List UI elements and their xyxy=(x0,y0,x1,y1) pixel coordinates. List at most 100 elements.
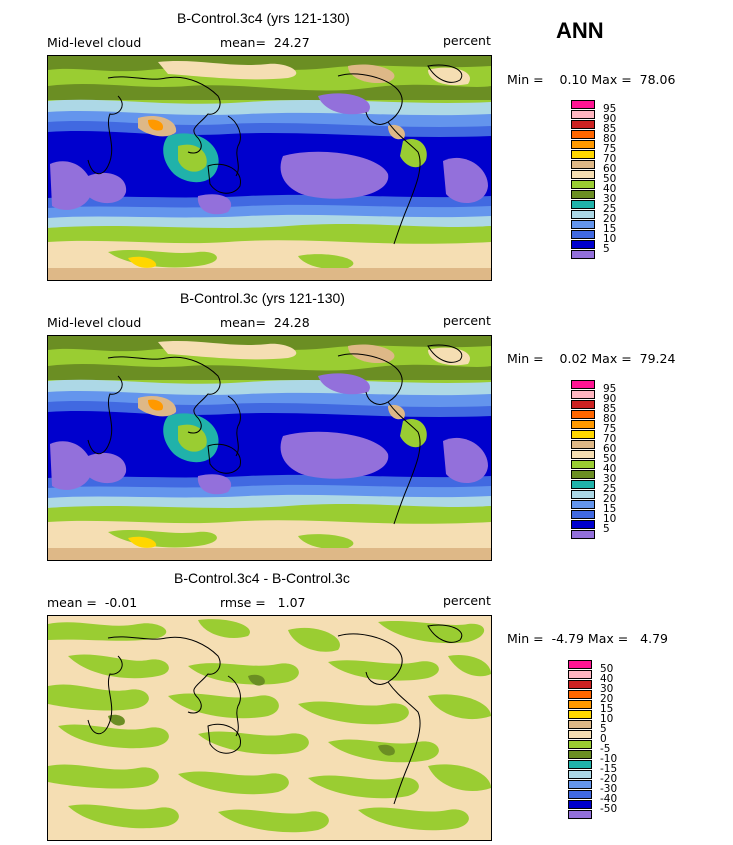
panel3-legend-label: -5 xyxy=(600,743,611,755)
panel1-legend-label: 90 xyxy=(603,113,617,125)
panel1-field: Mid-level cloud xyxy=(47,35,142,50)
panel3-legend-label: -50 xyxy=(600,803,618,815)
panel2-legend-label: 70 xyxy=(603,433,617,445)
panel1-legend-swatch-10 xyxy=(571,190,595,199)
panel3-legend-swatch-1 xyxy=(568,660,592,669)
panel3-title: B-Control.3c4 - B-Control.3c xyxy=(174,570,350,586)
panel1-legend-swatch-15 xyxy=(571,240,595,249)
panel2-legend: 95 90 85 80 75 70 60 50 40 30 25 20 15 1… xyxy=(571,380,641,555)
panel3-legend-label: -10 xyxy=(600,753,618,765)
panel2-legend-label: 90 xyxy=(603,393,617,405)
panel2-legend-swatch-11 xyxy=(571,480,595,489)
panel2-legend-label: 95 xyxy=(603,383,617,395)
panel2-legend-swatch-7 xyxy=(571,440,595,449)
panel3-map xyxy=(47,615,492,841)
panel2-legend-swatch-8 xyxy=(571,450,595,459)
panel2-min-label: Min = xyxy=(507,351,544,366)
panel1-legend-label: 30 xyxy=(603,193,617,205)
panel1-max-label: Max = xyxy=(591,72,632,87)
panel3-max-value: 4.79 xyxy=(640,631,668,646)
panel2-max-label: Max = xyxy=(591,351,632,366)
panel1-mean-label: mean= xyxy=(220,35,266,50)
panel1-legend-swatch-1 xyxy=(571,100,595,109)
panel2-legend-label: 60 xyxy=(603,443,617,455)
panel2-legend-label: 10 xyxy=(603,513,617,525)
panel1-legend-swatch-13 xyxy=(571,220,595,229)
panel3-legend-swatch-3 xyxy=(568,680,592,689)
panel3-legend-swatch-14 xyxy=(568,790,592,799)
panel2-legend-label: 50 xyxy=(603,453,617,465)
panel3-min-label: Min = xyxy=(507,631,544,646)
panel2-legend-label: 40 xyxy=(603,463,617,475)
panel2-mean: mean= 24.28 xyxy=(220,315,310,330)
panel2-mean-value: 24.28 xyxy=(273,315,310,330)
panel3-max-label: Max = xyxy=(587,631,629,646)
season-label: ANN xyxy=(556,18,604,43)
panel1-legend-label: 15 xyxy=(603,223,617,235)
panel1-legend-swatch-9 xyxy=(571,180,595,189)
panel3-rmse: rmse = 1.07 xyxy=(220,595,306,610)
panel3-legend-label: 20 xyxy=(600,693,614,705)
panel2-map-field xyxy=(48,336,491,560)
panel3-legend-label: -30 xyxy=(600,783,618,795)
panel1-minmax: Min = 0.10 Max = 78.06 xyxy=(507,72,675,87)
panel1-legend-swatch-16 xyxy=(571,250,595,259)
panel2-field: Mid-level cloud xyxy=(47,315,142,330)
panel3-legend: 50 40 30 20 15 10 5 0 -5 -10 -15 -20 -30… xyxy=(568,660,648,835)
panel2-legend-swatch-1 xyxy=(571,380,595,389)
panel1-legend-label: 70 xyxy=(603,153,617,165)
panel3-rmse-label: rmse = xyxy=(220,595,266,610)
panel2-legend-swatch-9 xyxy=(571,460,595,469)
panel3-units: percent xyxy=(443,593,491,608)
panel1-legend-label: 75 xyxy=(603,143,617,155)
panel1-legend-label: 10 xyxy=(603,233,617,245)
panel3-mean-label: mean = xyxy=(47,595,97,610)
panel1-legend-swatch-12 xyxy=(571,210,595,219)
panel1-min-label: Min = xyxy=(507,72,544,87)
panel1-legend-swatch-8 xyxy=(571,170,595,179)
panel3-legend-label: 15 xyxy=(600,703,614,715)
panel3-legend-swatch-11 xyxy=(568,760,592,769)
panel1-legend: 95 90 85 80 75 70 60 50 40 30 25 20 15 1… xyxy=(571,100,641,275)
panel2-legend-swatch-12 xyxy=(571,490,595,499)
panel3-legend-swatch-4 xyxy=(568,690,592,699)
panel1-min-value: 0.10 xyxy=(559,72,588,87)
panel2-legend-swatch-13 xyxy=(571,500,595,509)
panel2-legend-swatch-4 xyxy=(571,410,595,419)
panel1-map-field xyxy=(48,56,491,280)
panel2-legend-label: 25 xyxy=(603,483,617,495)
panel3-legend-swatch-2 xyxy=(568,670,592,679)
panel1-mean: mean= 24.27 xyxy=(220,35,310,50)
panel1-map xyxy=(47,55,492,281)
panel1-legend-label: 40 xyxy=(603,183,617,195)
panel3-map-field xyxy=(48,616,491,840)
panel1-legend-swatch-2 xyxy=(571,110,595,119)
panel1-legend-label: 20 xyxy=(603,213,617,225)
panel1-legend-swatch-5 xyxy=(571,140,595,149)
panel3-legend-label: 5 xyxy=(600,723,607,735)
panel3-mean-value: -0.01 xyxy=(104,595,138,610)
panel2-legend-swatch-2 xyxy=(571,390,595,399)
panel2-legend-label: 80 xyxy=(603,413,617,425)
panel2-legend-swatch-3 xyxy=(571,400,595,409)
panel2-minmax: Min = 0.02 Max = 79.24 xyxy=(507,351,675,366)
panel1-mean-value: 24.27 xyxy=(273,35,310,50)
panel1-max-value: 78.06 xyxy=(639,72,676,87)
panel3-legend-swatch-9 xyxy=(568,740,592,749)
panel1-legend-swatch-6 xyxy=(571,150,595,159)
panel2-legend-swatch-10 xyxy=(571,470,595,479)
panel2-legend-label: 20 xyxy=(603,493,617,505)
panel3-legend-swatch-12 xyxy=(568,770,592,779)
panel1-legend-label: 25 xyxy=(603,203,617,215)
panel2-legend-label: 5 xyxy=(603,523,610,535)
panel3-legend-swatch-8 xyxy=(568,730,592,739)
panel2-units: percent xyxy=(443,313,491,328)
panel3-legend-swatch-6 xyxy=(568,710,592,719)
panel1-units: percent xyxy=(443,33,491,48)
panel1-title: B-Control.3c4 (yrs 121-130) xyxy=(177,10,350,26)
panel1-legend-swatch-14 xyxy=(571,230,595,239)
panel2-legend-swatch-6 xyxy=(571,430,595,439)
panel2-max-value: 79.24 xyxy=(639,351,676,366)
panel1-legend-label: 60 xyxy=(603,163,617,175)
panel1-legend-swatch-11 xyxy=(571,200,595,209)
